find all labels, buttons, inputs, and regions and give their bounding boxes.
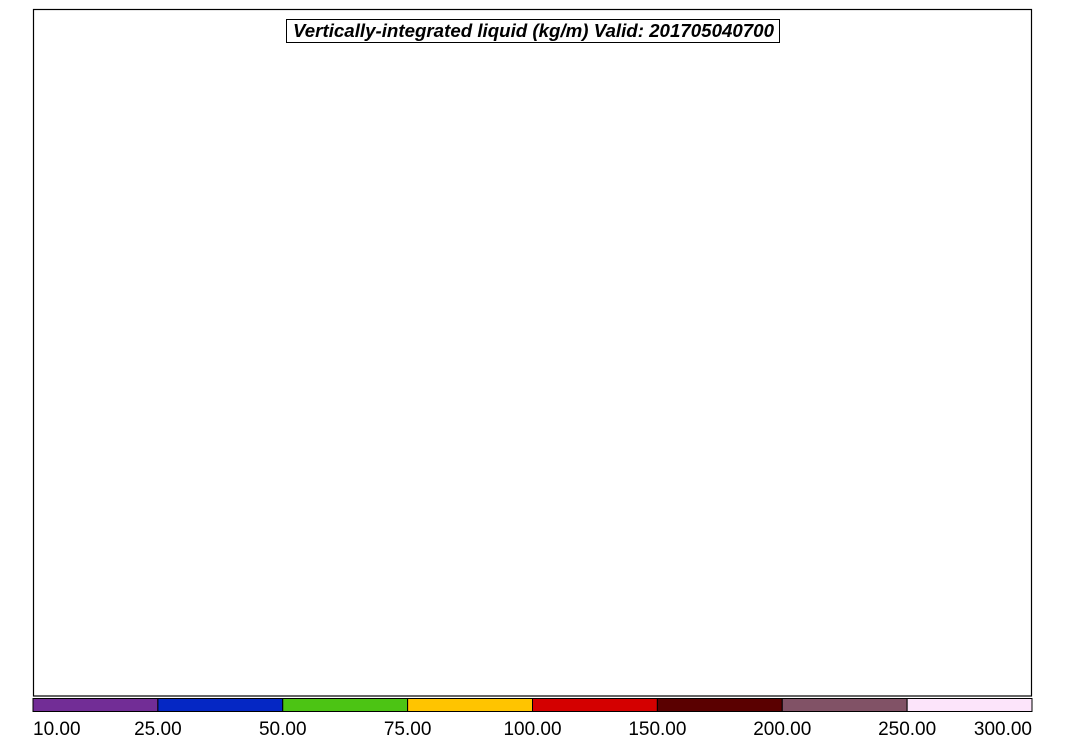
svg-text:25.00: 25.00 <box>134 719 182 740</box>
svg-text:200.00: 200.00 <box>753 719 811 740</box>
svg-text:10.00: 10.00 <box>33 719 81 740</box>
svg-text:75.00: 75.00 <box>384 719 432 740</box>
svg-text:Vertically-integrated liquid (: Vertically-integrated liquid (kg/m) Vali… <box>293 21 774 41</box>
svg-text:100.00: 100.00 <box>503 719 561 740</box>
svg-text:250.00: 250.00 <box>878 719 936 740</box>
svg-text:150.00: 150.00 <box>628 719 686 740</box>
svg-text:300.00: 300.00 <box>974 719 1032 740</box>
svg-text:50.00: 50.00 <box>259 719 307 740</box>
